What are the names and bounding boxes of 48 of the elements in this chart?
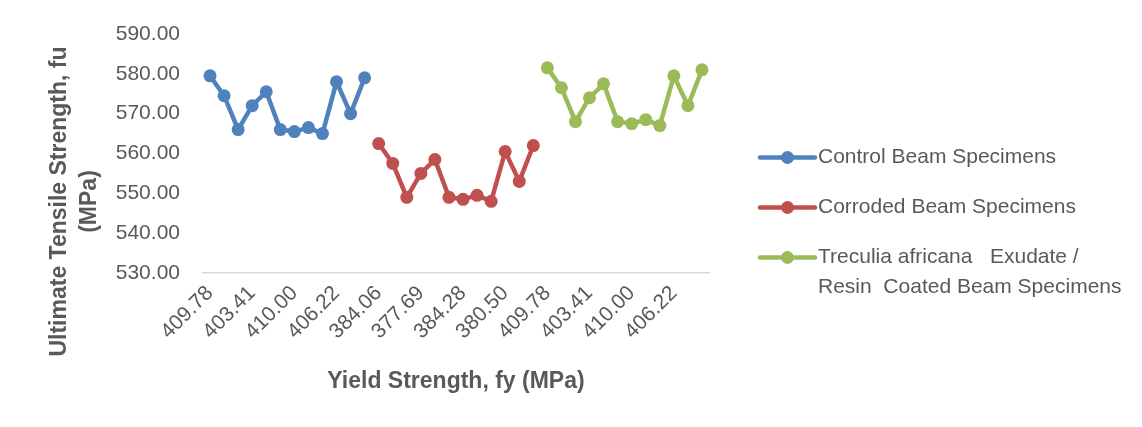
point bbox=[245, 99, 259, 113]
y-tick-label: 550.00 bbox=[115, 180, 180, 204]
x-axis-title: Yield Strength, fy (MPa) bbox=[327, 367, 585, 394]
point bbox=[386, 156, 400, 170]
point bbox=[428, 152, 442, 166]
y-tick-label: 530.00 bbox=[115, 259, 180, 283]
point bbox=[301, 121, 315, 135]
point bbox=[583, 91, 597, 105]
point bbox=[344, 107, 358, 121]
y-tick-label: 540.00 bbox=[115, 219, 180, 243]
legend-label: Treculia africana Exudate / Resin Coated Beam Specimens bbox=[818, 244, 1122, 298]
point bbox=[442, 190, 456, 204]
point bbox=[414, 166, 428, 180]
point bbox=[273, 123, 287, 137]
y-tick-label: 560.00 bbox=[115, 140, 180, 164]
point bbox=[667, 69, 681, 83]
point bbox=[330, 75, 344, 89]
point bbox=[653, 119, 667, 133]
point bbox=[498, 145, 512, 159]
point bbox=[554, 81, 568, 95]
legend-label: Control Beam Specimens bbox=[818, 144, 1057, 168]
point bbox=[203, 69, 217, 83]
point bbox=[597, 77, 611, 91]
point bbox=[287, 125, 301, 139]
point bbox=[512, 174, 526, 188]
point bbox=[639, 113, 653, 127]
point bbox=[217, 89, 231, 103]
point bbox=[484, 194, 498, 208]
point bbox=[526, 139, 540, 153]
point bbox=[681, 99, 695, 113]
point bbox=[315, 127, 329, 141]
y-tick-label: 570.00 bbox=[115, 100, 180, 124]
point bbox=[568, 115, 582, 129]
point bbox=[259, 85, 273, 99]
point bbox=[456, 192, 470, 206]
point bbox=[540, 61, 554, 75]
point bbox=[372, 137, 386, 151]
point bbox=[231, 123, 245, 137]
point bbox=[470, 188, 484, 202]
point bbox=[611, 115, 625, 129]
y-axis-title: Ultimate Tensile Strength, fu (MPa) bbox=[45, 46, 102, 357]
point bbox=[358, 71, 372, 85]
y-tick-label: 590.00 bbox=[115, 20, 180, 44]
point bbox=[625, 117, 639, 131]
legend-label: Corroded Beam Specimens bbox=[818, 194, 1076, 218]
point bbox=[695, 63, 709, 77]
point bbox=[400, 190, 414, 204]
y-tick-label: 580.00 bbox=[115, 60, 180, 84]
